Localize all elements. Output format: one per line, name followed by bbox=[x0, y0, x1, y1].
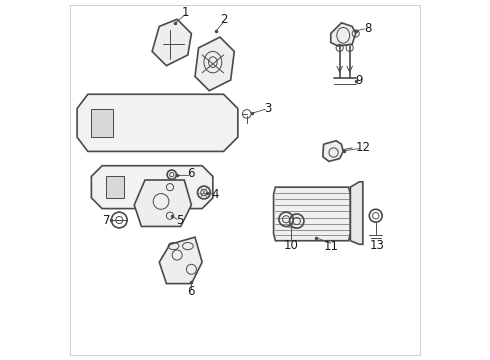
Text: 13: 13 bbox=[370, 239, 385, 252]
Polygon shape bbox=[77, 94, 238, 152]
Text: 2: 2 bbox=[220, 13, 227, 26]
Polygon shape bbox=[159, 237, 202, 284]
Text: 4: 4 bbox=[211, 188, 219, 201]
Polygon shape bbox=[331, 23, 356, 46]
Text: 11: 11 bbox=[323, 240, 338, 253]
Text: 1: 1 bbox=[182, 6, 189, 19]
Text: 8: 8 bbox=[365, 22, 372, 35]
Text: 5: 5 bbox=[176, 213, 184, 226]
Text: 6: 6 bbox=[187, 285, 195, 298]
Text: 9: 9 bbox=[356, 74, 363, 87]
Text: 3: 3 bbox=[265, 102, 272, 115]
Polygon shape bbox=[195, 37, 234, 91]
Text: 6: 6 bbox=[187, 167, 195, 180]
Text: 12: 12 bbox=[355, 141, 370, 154]
Polygon shape bbox=[134, 180, 192, 226]
Polygon shape bbox=[273, 187, 350, 241]
Text: 7: 7 bbox=[102, 213, 110, 226]
Polygon shape bbox=[152, 19, 192, 66]
Polygon shape bbox=[106, 176, 123, 198]
Polygon shape bbox=[323, 141, 343, 161]
Polygon shape bbox=[92, 166, 213, 208]
Polygon shape bbox=[92, 109, 113, 137]
Text: 10: 10 bbox=[284, 239, 299, 252]
Polygon shape bbox=[350, 182, 363, 244]
